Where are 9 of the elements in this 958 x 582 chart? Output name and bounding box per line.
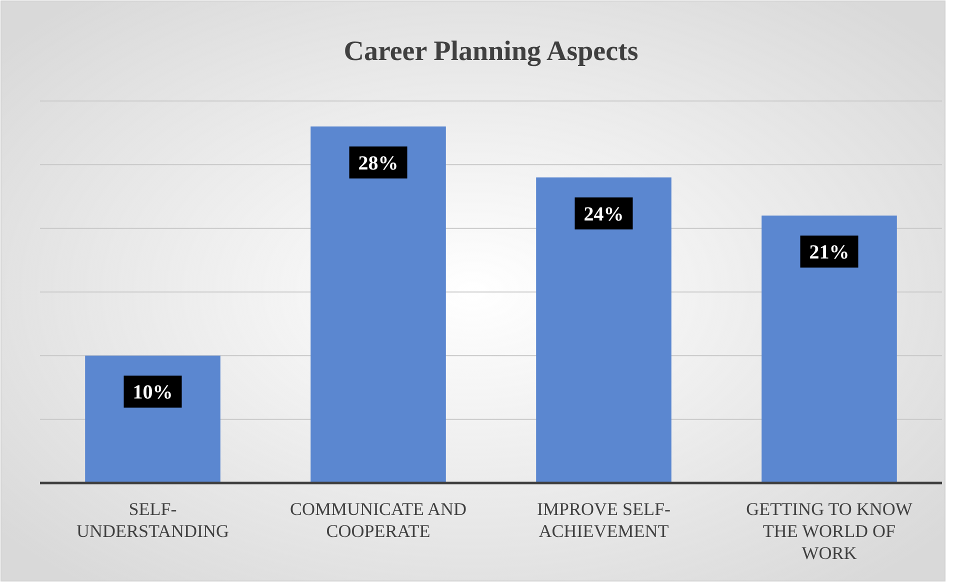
x-tick-label: SELF-UNDERSTANDING	[76, 499, 230, 541]
x-tick-label: COMMUNICATE AND COOPERATE	[290, 499, 467, 541]
data-label: 28%	[358, 152, 398, 174]
x-tick-label: GETTING TO KNOW THE WORLD OF WORK	[746, 499, 912, 563]
x-tick-label: IMPROVE SELF-ACHIEVEMENT	[536, 499, 671, 541]
data-label: 21%	[809, 242, 850, 264]
data-label: 10%	[132, 382, 173, 404]
chart-title: Career Planning Aspects	[344, 36, 638, 67]
data-label: 24%	[584, 203, 624, 226]
